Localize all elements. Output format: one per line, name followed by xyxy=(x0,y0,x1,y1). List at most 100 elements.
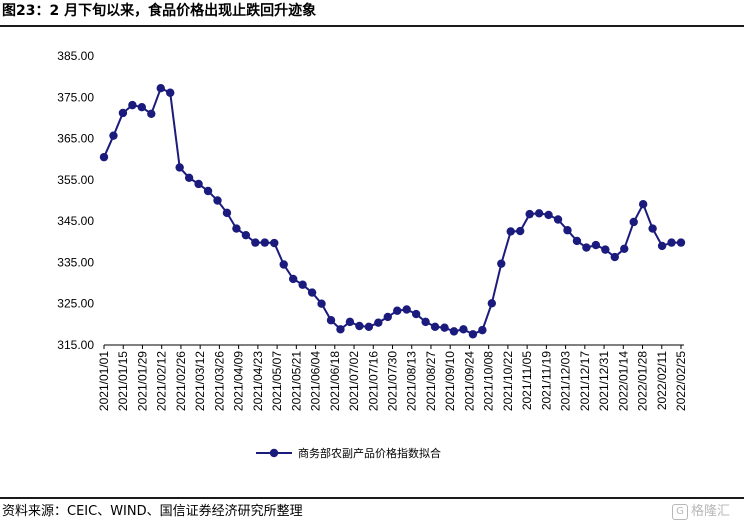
plot-area xyxy=(99,84,686,339)
data-point xyxy=(563,226,572,235)
x-tick-label: 2022/02/11 xyxy=(655,351,669,410)
y-axis: 315.00 325.00 335.00 345.00 355.00 365.00 375.… xyxy=(57,49,94,352)
data-point xyxy=(620,244,629,254)
data-point xyxy=(156,84,165,93)
x-tick-label: 2021/05/07 xyxy=(270,351,284,411)
top-divider xyxy=(0,25,744,27)
data-point xyxy=(279,260,288,269)
y-tick-label: 375.00 xyxy=(57,90,94,104)
data-point xyxy=(137,102,147,112)
data-point xyxy=(544,210,553,220)
legend-label: 商务部农副产品价格指数拟合 xyxy=(298,446,441,460)
x-tick-label: 2021/12/03 xyxy=(559,351,573,411)
x-tick-label: 2021/11/05 xyxy=(520,351,534,410)
data-point xyxy=(601,245,610,254)
series-line xyxy=(103,86,681,336)
data-point xyxy=(478,325,487,335)
x-tick-label: 2021/03/12 xyxy=(193,351,207,411)
x-tick-label: 2021/01/15 xyxy=(116,351,130,411)
data-point xyxy=(317,299,326,308)
data-point xyxy=(648,224,657,233)
data-point xyxy=(591,240,601,250)
x-tick-label: 2021/07/16 xyxy=(366,351,380,411)
data-point xyxy=(345,317,355,327)
data-point xyxy=(307,288,317,297)
data-point xyxy=(430,322,440,332)
data-point xyxy=(440,323,449,332)
chart-title: 图23：2 月下旬以来，食品价格出现止跌回升迹象 xyxy=(2,3,317,19)
data-point xyxy=(336,325,345,334)
data-point xyxy=(572,236,582,246)
x-tick-label: 2022/02/25 xyxy=(674,351,688,411)
data-point xyxy=(232,224,241,233)
x-tick-label: 2021/08/27 xyxy=(424,351,438,411)
x-tick-label: 2021/08/13 xyxy=(405,351,419,411)
y-tick-label: 335.00 xyxy=(57,255,94,269)
x-tick-label: 2021/07/30 xyxy=(386,351,400,411)
watermark: G 格隆汇 xyxy=(672,502,730,522)
data-point xyxy=(383,312,392,322)
data-point xyxy=(402,305,411,314)
data-point xyxy=(629,217,638,227)
data-point xyxy=(374,318,383,327)
x-tick-label: 2021/12/17 xyxy=(578,351,592,411)
x-tick-label: 2021/09/10 xyxy=(443,351,457,411)
y-tick-label: 315.00 xyxy=(57,338,94,352)
data-point xyxy=(638,200,648,209)
data-point xyxy=(270,238,279,248)
x-axis: 2021/01/01 2021/01/15 2021/01/29 2021/02/12… xyxy=(97,344,688,411)
y-tick-label: 345.00 xyxy=(57,214,94,228)
data-point xyxy=(487,299,497,308)
data-point xyxy=(326,316,336,325)
data-point xyxy=(109,131,118,140)
watermark-logo-icon: G xyxy=(672,504,688,520)
data-point xyxy=(166,88,175,97)
data-point xyxy=(667,238,676,247)
data-point xyxy=(582,243,591,252)
x-tick-label: 2021/01/29 xyxy=(135,351,149,411)
data-point xyxy=(506,227,515,236)
x-tick-label: 2021/07/02 xyxy=(347,351,361,411)
data-point xyxy=(194,179,203,189)
x-tick-label: 2021/06/04 xyxy=(309,351,323,411)
x-tick-label: 2021/02/26 xyxy=(174,351,188,411)
x-tick-label: 2021/01/01 xyxy=(97,351,111,411)
x-tick-label: 2022/01/28 xyxy=(636,351,650,411)
source-note: 资料来源：CEIC、WIND、国信证券经济研究所整理 xyxy=(2,504,303,519)
data-point xyxy=(515,226,525,236)
y-tick-label: 325.00 xyxy=(57,297,94,311)
y-tick-label: 365.00 xyxy=(57,132,94,146)
data-point xyxy=(459,325,468,334)
data-point xyxy=(99,152,109,162)
data-point xyxy=(449,327,459,336)
data-point xyxy=(497,259,506,268)
x-tick-label: 2021/09/24 xyxy=(462,351,476,411)
data-point xyxy=(298,280,307,289)
x-tick-label: 2021/10/22 xyxy=(501,351,515,411)
data-point xyxy=(657,241,667,251)
data-point xyxy=(610,252,619,262)
watermark-text: 格隆汇 xyxy=(691,504,731,519)
x-tick-label: 2021/02/12 xyxy=(155,351,169,411)
legend-marker xyxy=(269,448,279,458)
y-tick-label: 385.00 xyxy=(57,49,94,63)
legend: 商务部农副产品价格指数拟合 xyxy=(256,446,441,460)
line-chart: 315.00 325.00 335.00 345.00 355.00 365.00 375.… xyxy=(57,49,688,460)
data-point xyxy=(468,330,478,339)
data-point xyxy=(421,317,430,327)
x-tick-label: 2022/01/14 xyxy=(616,351,630,411)
y-tick-label: 355.00 xyxy=(57,173,94,187)
data-point xyxy=(525,209,534,219)
data-point xyxy=(184,173,194,182)
data-point xyxy=(364,322,374,332)
bottom-divider xyxy=(0,497,744,499)
data-point xyxy=(222,208,232,218)
x-tick-label: 2021/04/09 xyxy=(232,351,246,411)
x-tick-label: 2021/03/26 xyxy=(212,351,226,411)
data-point xyxy=(147,109,156,119)
data-point xyxy=(251,238,260,247)
x-tick-label: 2021/11/19 xyxy=(539,351,553,410)
data-point xyxy=(213,196,222,205)
x-tick-label: 2021/04/23 xyxy=(251,351,265,411)
data-point xyxy=(553,215,563,224)
